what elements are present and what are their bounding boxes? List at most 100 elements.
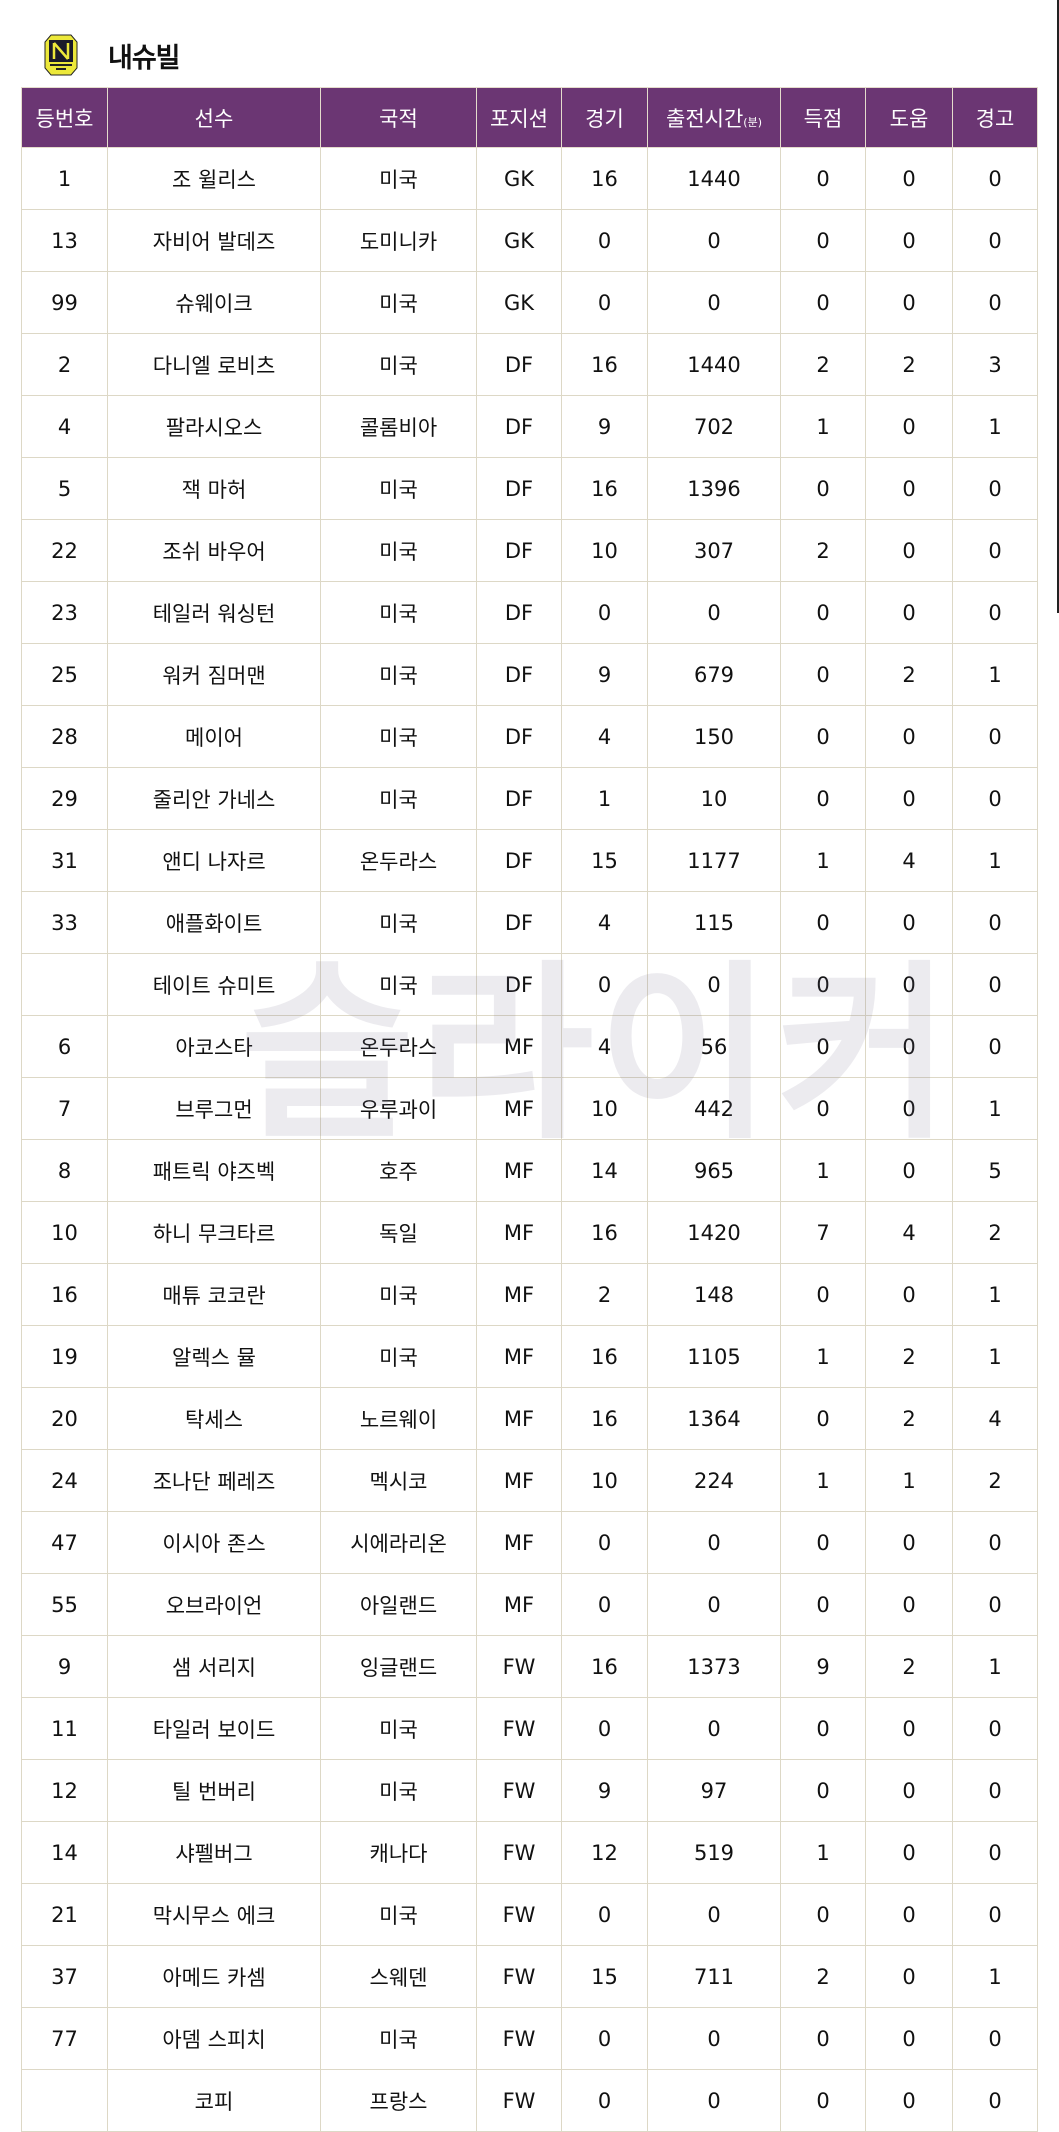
table-header-row: 등번호 선수 국적 포지션 경기 출전시간(분) 득점 도움 경고 (21, 87, 1038, 148)
cell-games: 0 (561, 1697, 648, 1760)
cell-nationality: 시에라리온 (320, 1511, 477, 1574)
cell-number: 14 (21, 1821, 108, 1884)
cell-assists: 0 (865, 1573, 953, 1636)
table-row: 테이트 슈미트 미국 DF 0 0 0 0 0 (21, 953, 1038, 1016)
cell-nationality: 스웨덴 (320, 1945, 477, 2008)
cell-number: 21 (21, 1883, 108, 1946)
cell-goals: 0 (780, 705, 866, 768)
cell-player: 줄리안 가네스 (107, 767, 321, 830)
cell-goals: 0 (780, 209, 866, 272)
cell-nationality: 미국 (320, 519, 477, 582)
column-header-label: 출전시간 (666, 106, 744, 131)
cell-games: 10 (561, 519, 648, 582)
cell-goals: 0 (780, 1015, 866, 1078)
cell-assists: 1 (865, 1449, 953, 1512)
cell-goals: 0 (780, 1511, 866, 1574)
cell-assists: 0 (865, 1945, 953, 2008)
cell-position: DF (476, 953, 562, 1016)
scrollbar[interactable] (1057, 0, 1059, 613)
cell-goals: 0 (780, 1077, 866, 1140)
cell-player: 알렉스 뮬 (107, 1325, 321, 1388)
table-row: 13 자비어 발데즈 도미니카 GK 0 0 0 0 0 (21, 209, 1038, 272)
cell-cautions: 1 (952, 1635, 1038, 1698)
cell-player: 조나단 페레즈 (107, 1449, 321, 1512)
cell-position: MF (476, 1015, 562, 1078)
cell-games: 16 (561, 1387, 648, 1450)
cell-assists: 0 (865, 1821, 953, 1884)
cell-assists: 0 (865, 457, 953, 520)
cell-position: MF (476, 1573, 562, 1636)
table-row: 16 매튜 코코란 미국 MF 2 148 0 0 1 (21, 1263, 1038, 1326)
cell-goals: 0 (780, 767, 866, 830)
table-row: 20 탁세스 노르웨이 MF 16 1364 0 2 4 (21, 1387, 1038, 1450)
cell-minutes: 1396 (647, 457, 781, 520)
cell-position: FW (476, 1821, 562, 1884)
cell-minutes: 0 (647, 581, 781, 644)
cell-assists: 0 (865, 1139, 953, 1202)
cell-games: 0 (561, 581, 648, 644)
cell-position: DF (476, 395, 562, 458)
cell-goals: 0 (780, 1883, 866, 1946)
cell-minutes: 0 (647, 1697, 781, 1760)
cell-cautions: 1 (952, 395, 1038, 458)
table-row: 코피 프랑스 FW 0 0 0 0 0 (21, 2069, 1038, 2132)
cell-player: 조 윌리스 (107, 147, 321, 210)
cell-number: 47 (21, 1511, 108, 1574)
cell-number: 33 (21, 891, 108, 954)
cell-player: 틸 번버리 (107, 1759, 321, 1822)
cell-nationality: 미국 (320, 2007, 477, 2070)
cell-goals: 1 (780, 1449, 866, 1512)
cell-minutes: 1373 (647, 1635, 781, 1698)
cell-minutes: 965 (647, 1139, 781, 1202)
cell-goals: 0 (780, 1759, 866, 1822)
table-row: 55 오브라이언 아일랜드 MF 0 0 0 0 0 (21, 1573, 1038, 1636)
cell-player: 테이트 슈미트 (107, 953, 321, 1016)
table-row: 33 애플화이트 미국 DF 4 115 0 0 0 (21, 891, 1038, 954)
table-row: 4 팔라시오스 콜롬비아 DF 9 702 1 0 1 (21, 395, 1038, 458)
cell-assists: 0 (865, 271, 953, 334)
cell-player: 워커 짐머맨 (107, 643, 321, 706)
table-row: 6 아코스타 온두라스 MF 4 56 0 0 0 (21, 1015, 1038, 1078)
cell-position: MF (476, 1511, 562, 1574)
cell-assists: 0 (865, 519, 953, 582)
cell-nationality: 미국 (320, 271, 477, 334)
cell-number (21, 953, 108, 1016)
column-header-label: 경기 (585, 106, 624, 131)
cell-player: 앤디 나자르 (107, 829, 321, 892)
cell-goals: 0 (780, 581, 866, 644)
cell-nationality: 멕시코 (320, 1449, 477, 1512)
cell-number: 29 (21, 767, 108, 830)
cell-nationality: 도미니카 (320, 209, 477, 272)
cell-minutes: 0 (647, 953, 781, 1016)
cell-player: 매튜 코코란 (107, 1263, 321, 1326)
cell-nationality: 프랑스 (320, 2069, 477, 2132)
cell-number: 23 (21, 581, 108, 644)
column-header-label: 등번호 (35, 106, 94, 131)
cell-cautions: 0 (952, 891, 1038, 954)
cell-cautions: 0 (952, 147, 1038, 210)
cell-goals: 0 (780, 271, 866, 334)
cell-games: 0 (561, 1573, 648, 1636)
cell-number: 16 (21, 1263, 108, 1326)
cell-games: 0 (561, 271, 648, 334)
cell-number: 5 (21, 457, 108, 520)
cell-number: 22 (21, 519, 108, 582)
cell-games: 0 (561, 2007, 648, 2070)
cell-nationality: 미국 (320, 1325, 477, 1388)
column-header-label: 선수 (194, 106, 234, 131)
cell-nationality: 미국 (320, 643, 477, 706)
cell-nationality: 미국 (320, 767, 477, 830)
cell-player: 아메드 카셈 (107, 1945, 321, 2008)
cell-assists: 0 (865, 705, 953, 768)
cell-goals: 1 (780, 395, 866, 458)
cell-cautions: 2 (952, 1201, 1038, 1264)
cell-minutes: 97 (647, 1759, 781, 1822)
cell-position: DF (476, 333, 562, 396)
cell-position: MF (476, 1201, 562, 1264)
cell-position: DF (476, 767, 562, 830)
table-row: 31 앤디 나자르 온두라스 DF 15 1177 1 4 1 (21, 829, 1038, 892)
column-header-assists: 도움 (865, 87, 953, 148)
cell-nationality: 노르웨이 (320, 1387, 477, 1450)
